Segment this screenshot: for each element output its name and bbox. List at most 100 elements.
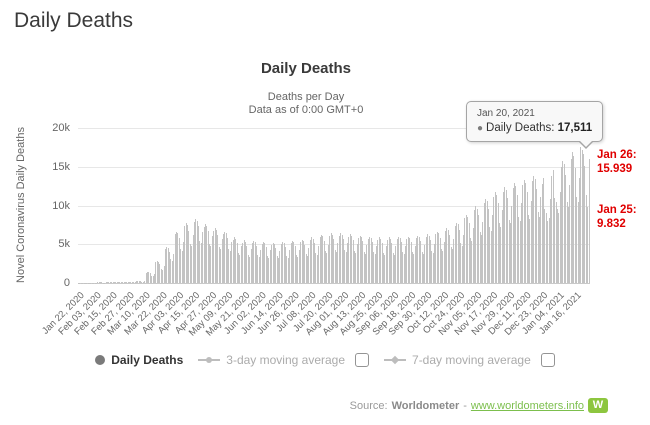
bar[interactable] xyxy=(214,227,216,283)
bar[interactable] xyxy=(476,208,478,283)
bar[interactable] xyxy=(191,246,193,283)
bar[interactable] xyxy=(153,274,155,283)
bar[interactable] xyxy=(156,261,158,283)
bar[interactable] xyxy=(309,239,311,283)
bar[interactable] xyxy=(463,234,465,283)
bar[interactable] xyxy=(529,219,531,283)
bar[interactable] xyxy=(265,246,267,283)
bar[interactable] xyxy=(588,159,590,283)
bar[interactable] xyxy=(530,200,532,283)
bar[interactable] xyxy=(365,253,367,283)
bar[interactable] xyxy=(503,191,505,283)
bar[interactable] xyxy=(548,217,550,283)
bar[interactable] xyxy=(445,230,447,283)
bar[interactable] xyxy=(458,229,460,283)
bar[interactable] xyxy=(138,280,140,283)
bar[interactable] xyxy=(428,235,430,283)
bar[interactable] xyxy=(492,215,494,283)
bar[interactable] xyxy=(341,234,343,283)
bar[interactable] xyxy=(311,237,313,283)
bar[interactable] xyxy=(131,282,133,283)
bar[interactable] xyxy=(521,203,522,283)
bar[interactable] xyxy=(269,250,271,283)
bar[interactable] xyxy=(465,214,467,283)
bar[interactable] xyxy=(126,282,128,283)
bar[interactable] xyxy=(227,238,229,283)
bar[interactable] xyxy=(280,243,282,283)
bar[interactable] xyxy=(97,282,99,283)
bar[interactable] xyxy=(167,248,169,283)
bar[interactable] xyxy=(485,198,487,283)
bar[interactable] xyxy=(407,236,409,283)
bar[interactable] xyxy=(312,238,314,283)
bar[interactable] xyxy=(356,243,358,283)
bar[interactable] xyxy=(572,152,574,283)
bar[interactable] xyxy=(249,256,251,283)
bar[interactable] xyxy=(115,282,117,283)
bar[interactable] xyxy=(308,248,310,283)
legend-item-3day-avg[interactable]: 3-day moving average xyxy=(198,353,370,367)
bar[interactable] xyxy=(434,243,436,283)
bar[interactable] xyxy=(402,252,404,283)
bar[interactable] xyxy=(381,242,383,283)
bar[interactable] xyxy=(561,166,563,283)
bar[interactable] xyxy=(405,245,407,283)
bar[interactable] xyxy=(399,237,401,283)
bar[interactable] xyxy=(366,245,368,283)
bar[interactable] xyxy=(169,251,171,283)
bar[interactable] xyxy=(370,237,372,283)
bar[interactable] xyxy=(416,238,418,283)
bar[interactable] xyxy=(474,210,476,283)
bar[interactable] xyxy=(471,240,473,283)
bar[interactable] xyxy=(130,282,132,283)
bar[interactable] xyxy=(490,230,492,283)
bar[interactable] xyxy=(144,281,146,283)
bar[interactable] xyxy=(478,215,480,283)
bar[interactable] xyxy=(256,246,258,283)
bar[interactable] xyxy=(585,195,587,283)
bar[interactable] xyxy=(236,242,238,283)
bar[interactable] xyxy=(296,255,298,283)
bar[interactable] xyxy=(195,218,197,283)
bar[interactable] xyxy=(302,240,304,283)
bar[interactable] xyxy=(177,233,179,283)
bar[interactable] xyxy=(336,252,338,283)
bar[interactable] xyxy=(460,243,462,283)
bar[interactable] xyxy=(449,234,451,283)
bar[interactable] xyxy=(489,227,491,283)
bar[interactable] xyxy=(251,243,253,283)
bar[interactable] xyxy=(423,253,424,283)
bar[interactable] xyxy=(378,237,380,283)
bar[interactable] xyxy=(318,246,320,283)
bar[interactable] xyxy=(213,230,215,283)
bar[interactable] xyxy=(562,160,564,283)
bar[interactable] xyxy=(544,209,546,283)
bar[interactable] xyxy=(283,243,285,283)
bar[interactable] xyxy=(367,238,369,283)
bar[interactable] xyxy=(141,281,143,283)
bar[interactable] xyxy=(472,228,474,283)
bar[interactable] xyxy=(514,183,516,283)
bar[interactable] xyxy=(163,265,165,283)
bar[interactable] xyxy=(468,222,470,283)
bar[interactable] xyxy=(119,282,121,283)
bar[interactable] xyxy=(526,192,528,283)
bar[interactable] xyxy=(555,201,557,283)
bar[interactable] xyxy=(118,282,120,283)
bar[interactable] xyxy=(522,185,524,283)
bar[interactable] xyxy=(198,226,200,283)
bar[interactable] xyxy=(112,282,114,283)
bar[interactable] xyxy=(427,234,429,283)
bar[interactable] xyxy=(406,238,408,283)
bar[interactable] xyxy=(480,235,482,283)
bar[interactable] xyxy=(331,234,333,283)
bar[interactable] xyxy=(540,197,542,283)
bar[interactable] xyxy=(222,234,224,283)
bar[interactable] xyxy=(231,242,233,283)
bar[interactable] xyxy=(578,178,580,283)
bar[interactable] xyxy=(340,233,342,283)
bar[interactable] xyxy=(200,243,202,283)
bar[interactable] xyxy=(394,254,396,283)
bar[interactable] xyxy=(411,252,413,283)
bar[interactable] xyxy=(587,206,589,283)
